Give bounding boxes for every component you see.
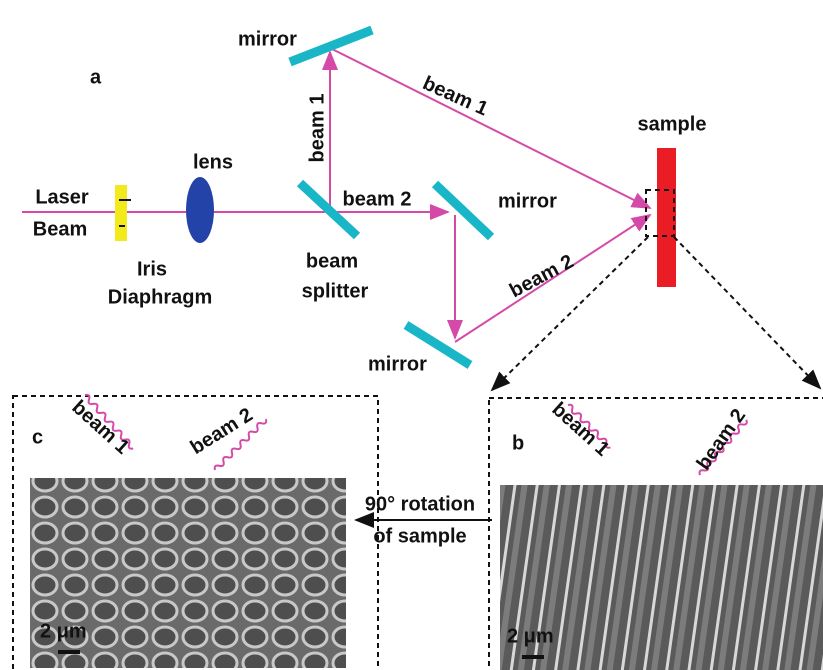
iris-label: Iris xyxy=(137,258,167,280)
laser-label: Laser xyxy=(35,186,89,208)
mirror-label: mirror xyxy=(498,190,557,212)
iris xyxy=(115,185,127,241)
splitter-label: splitter xyxy=(302,280,369,302)
diagram: a mirror mirror mirror beam 1 beam 1 bea… xyxy=(0,0,823,670)
laser-label: Beam xyxy=(33,218,87,240)
sample-label: sample xyxy=(638,113,707,135)
iris-label: Diaphragm xyxy=(108,286,212,308)
mirror-label: mirror xyxy=(368,353,427,375)
beam-label: beam 2 xyxy=(343,188,412,210)
mirror xyxy=(435,184,491,237)
panel-label: b xyxy=(512,432,524,454)
zoom-arrow xyxy=(674,237,820,388)
beam-label: beam 2 xyxy=(187,404,257,459)
scale-label: 2 μm xyxy=(507,625,554,647)
beam-label: beam 2 xyxy=(506,250,577,302)
rotation-label: 90° rotation xyxy=(365,493,475,515)
beam-path xyxy=(330,48,650,208)
lens-label: lens xyxy=(193,151,233,173)
panel-label: a xyxy=(90,66,102,88)
scale-label: 2 μm xyxy=(40,620,87,642)
beam-label: beam 2 xyxy=(693,405,751,474)
splitter-label: beam xyxy=(306,250,358,272)
beam-label: beam 1 xyxy=(548,398,614,460)
panel-label: c xyxy=(32,426,43,448)
lens xyxy=(186,177,214,243)
beam-label: beam 1 xyxy=(306,94,328,163)
mirror-label: mirror xyxy=(238,28,297,50)
beam-label: beam 1 xyxy=(68,396,134,458)
beam-label: beam 1 xyxy=(419,72,491,120)
rotation-label: of sample xyxy=(373,525,466,547)
